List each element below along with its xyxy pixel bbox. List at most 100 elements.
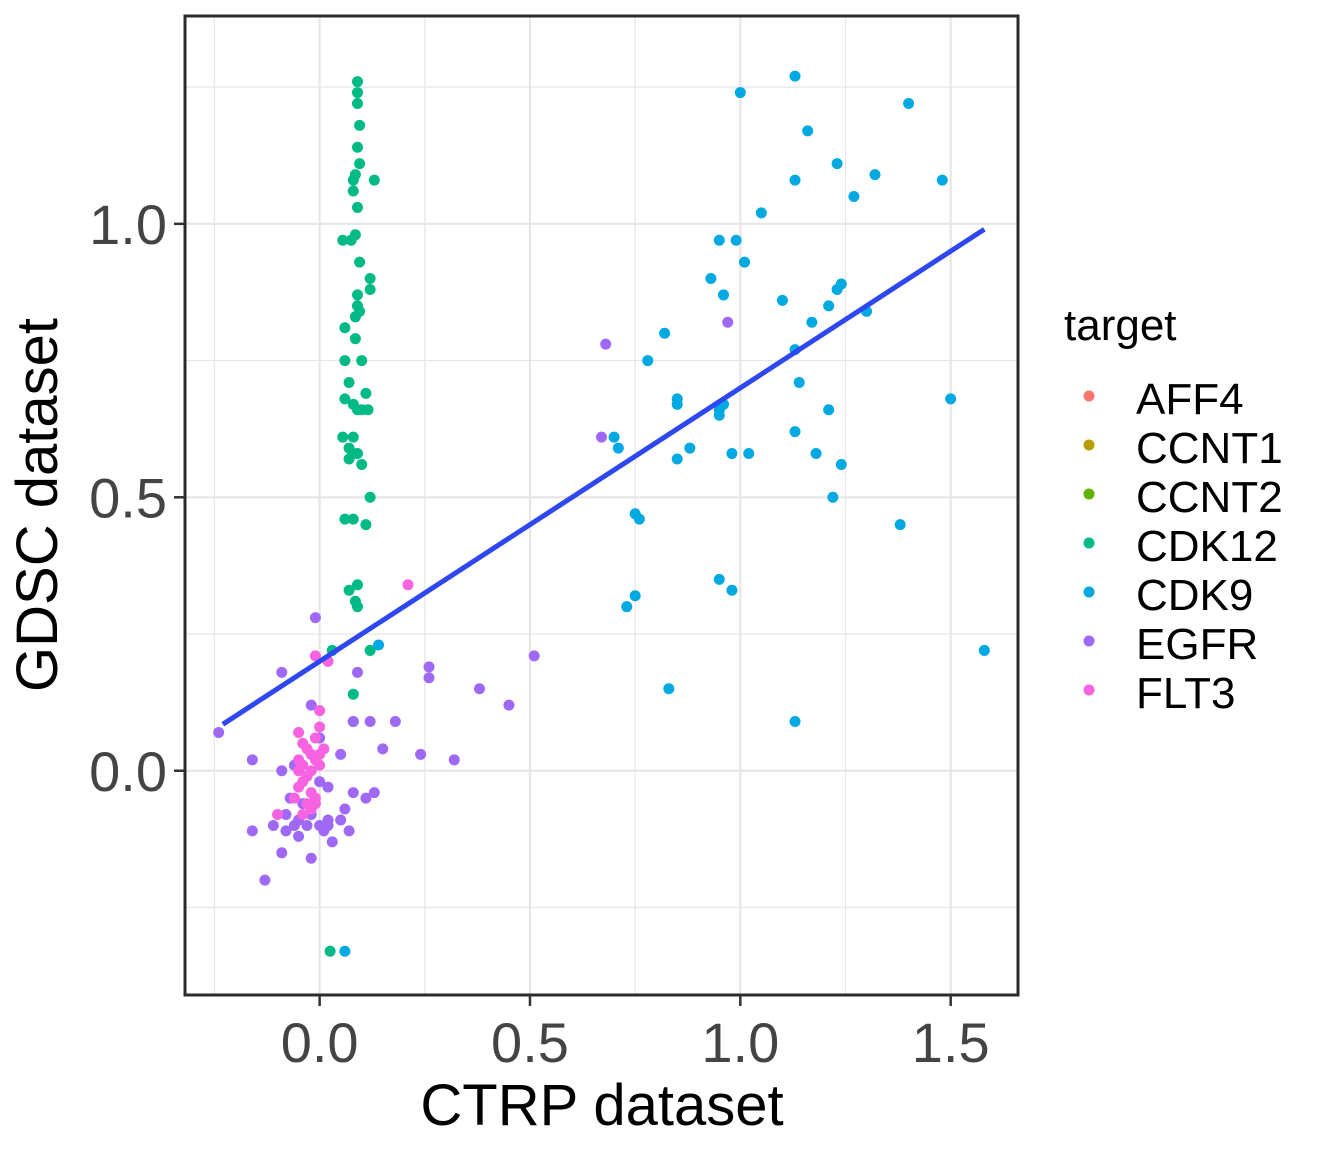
data-point-cdk12 [364, 644, 376, 656]
data-point-flt3 [272, 809, 284, 821]
data-point-cdk9 [671, 398, 683, 410]
data-point-cdk12 [343, 584, 355, 596]
data-point-egfr [473, 683, 485, 695]
data-point-cdk12 [345, 234, 357, 246]
data-point-egfr [528, 650, 540, 662]
data-point-egfr [280, 825, 292, 837]
data-point-cdk9 [831, 283, 843, 295]
data-point-egfr [415, 748, 427, 760]
data-point-cdk9 [373, 639, 385, 651]
data-point-flt3 [293, 765, 305, 777]
data-point-cdk9 [713, 234, 725, 246]
legend-label-aff4: AFF4 [1136, 375, 1244, 424]
data-point-egfr [318, 825, 330, 837]
data-point-cdk12 [364, 273, 376, 285]
data-point-cdk12 [351, 201, 363, 213]
data-point-egfr [309, 612, 321, 624]
data-point-cdk9 [869, 169, 881, 181]
data-point-cdk9 [684, 442, 696, 454]
data-point-flt3 [309, 650, 321, 662]
data-point-egfr [301, 819, 313, 831]
plot-panel-border [183, 14, 1020, 997]
data-point-egfr [314, 776, 326, 788]
data-point-egfr [722, 316, 734, 328]
data-point-egfr [364, 716, 376, 728]
data-point-cdk12 [347, 174, 359, 186]
data-point-egfr [448, 754, 460, 766]
data-point-egfr [335, 748, 347, 760]
y-tick-label: 1.0 [89, 193, 167, 256]
data-point-cdk9 [726, 584, 738, 596]
data-point-cdk9 [339, 945, 351, 957]
x-axis-title: CTRP dataset [420, 1073, 783, 1138]
data-point-egfr [351, 666, 363, 678]
data-point-cdk12 [347, 185, 359, 197]
data-point-cdk12 [354, 119, 366, 131]
data-point-cdk9 [903, 98, 915, 110]
data-point-cdk12 [351, 87, 363, 99]
data-point-cdk9 [734, 87, 746, 99]
data-point-cdk9 [823, 300, 835, 312]
data-point-egfr [343, 825, 355, 837]
data-point-cdk9 [776, 294, 788, 306]
data-point-egfr [423, 661, 435, 673]
data-point-egfr [276, 666, 288, 678]
data-point-cdk9 [789, 70, 801, 82]
data-point-egfr [293, 830, 305, 842]
data-point-cdk12 [364, 491, 376, 503]
data-point-cdk9 [621, 601, 633, 613]
data-point-cdk12 [339, 393, 351, 405]
data-point-cdk9 [739, 256, 751, 268]
data-point-egfr [276, 847, 288, 859]
data-point-cdk12 [343, 453, 355, 465]
data-point-egfr [600, 338, 612, 350]
data-point-egfr [335, 814, 347, 826]
data-point-cdk9 [633, 513, 645, 525]
data-point-cdk9 [806, 316, 818, 328]
data-point-cdk12 [347, 513, 359, 525]
data-point-egfr [246, 754, 258, 766]
data-point-cdk9 [642, 355, 654, 367]
data-point-egfr [423, 672, 435, 684]
data-point-flt3 [314, 721, 326, 733]
data-point-flt3 [293, 781, 305, 793]
data-point-egfr [276, 765, 288, 777]
data-point-cdk9 [659, 327, 671, 339]
data-point-cdk9 [945, 393, 957, 405]
data-point-cdk12 [324, 945, 336, 957]
data-point-egfr [347, 716, 359, 728]
legend-key-ccnt2 [1083, 488, 1095, 500]
data-point-cdk9 [789, 426, 801, 438]
data-point-cdk9 [713, 573, 725, 585]
data-point-cdk12 [339, 322, 351, 334]
legend-label-ccnt1: CCNT1 [1136, 424, 1283, 473]
data-point-flt3 [309, 732, 321, 744]
data-point-cdk9 [705, 273, 717, 285]
data-point-cdk12 [349, 333, 361, 345]
x-tick-label: 0.0 [281, 1011, 359, 1074]
data-point-egfr [280, 809, 292, 821]
data-point-flt3 [314, 759, 326, 771]
data-point-cdk12 [339, 355, 351, 367]
data-point-flt3 [314, 705, 326, 717]
data-point-cdk9 [802, 125, 814, 137]
data-point-cdk9 [789, 174, 801, 186]
data-point-cdk12 [351, 448, 363, 460]
data-point-cdk9 [730, 234, 742, 246]
data-point-cdk12 [349, 311, 361, 323]
data-point-cdk12 [343, 376, 355, 388]
data-point-cdk12 [351, 601, 363, 613]
legend-label-flt3: FLT3 [1136, 669, 1235, 718]
legend-label-cdk12: CDK12 [1136, 522, 1278, 571]
data-point-cdk9 [726, 448, 738, 460]
legend-label-ccnt2: CCNT2 [1136, 473, 1283, 522]
data-point-cdk12 [354, 158, 366, 170]
data-point-cdk9 [823, 404, 835, 416]
legend-key-egfr [1083, 635, 1095, 647]
data-point-cdk12 [356, 355, 368, 367]
legend-key-flt3 [1083, 684, 1095, 696]
data-point-cdk12 [339, 513, 351, 525]
data-point-egfr [213, 726, 225, 738]
